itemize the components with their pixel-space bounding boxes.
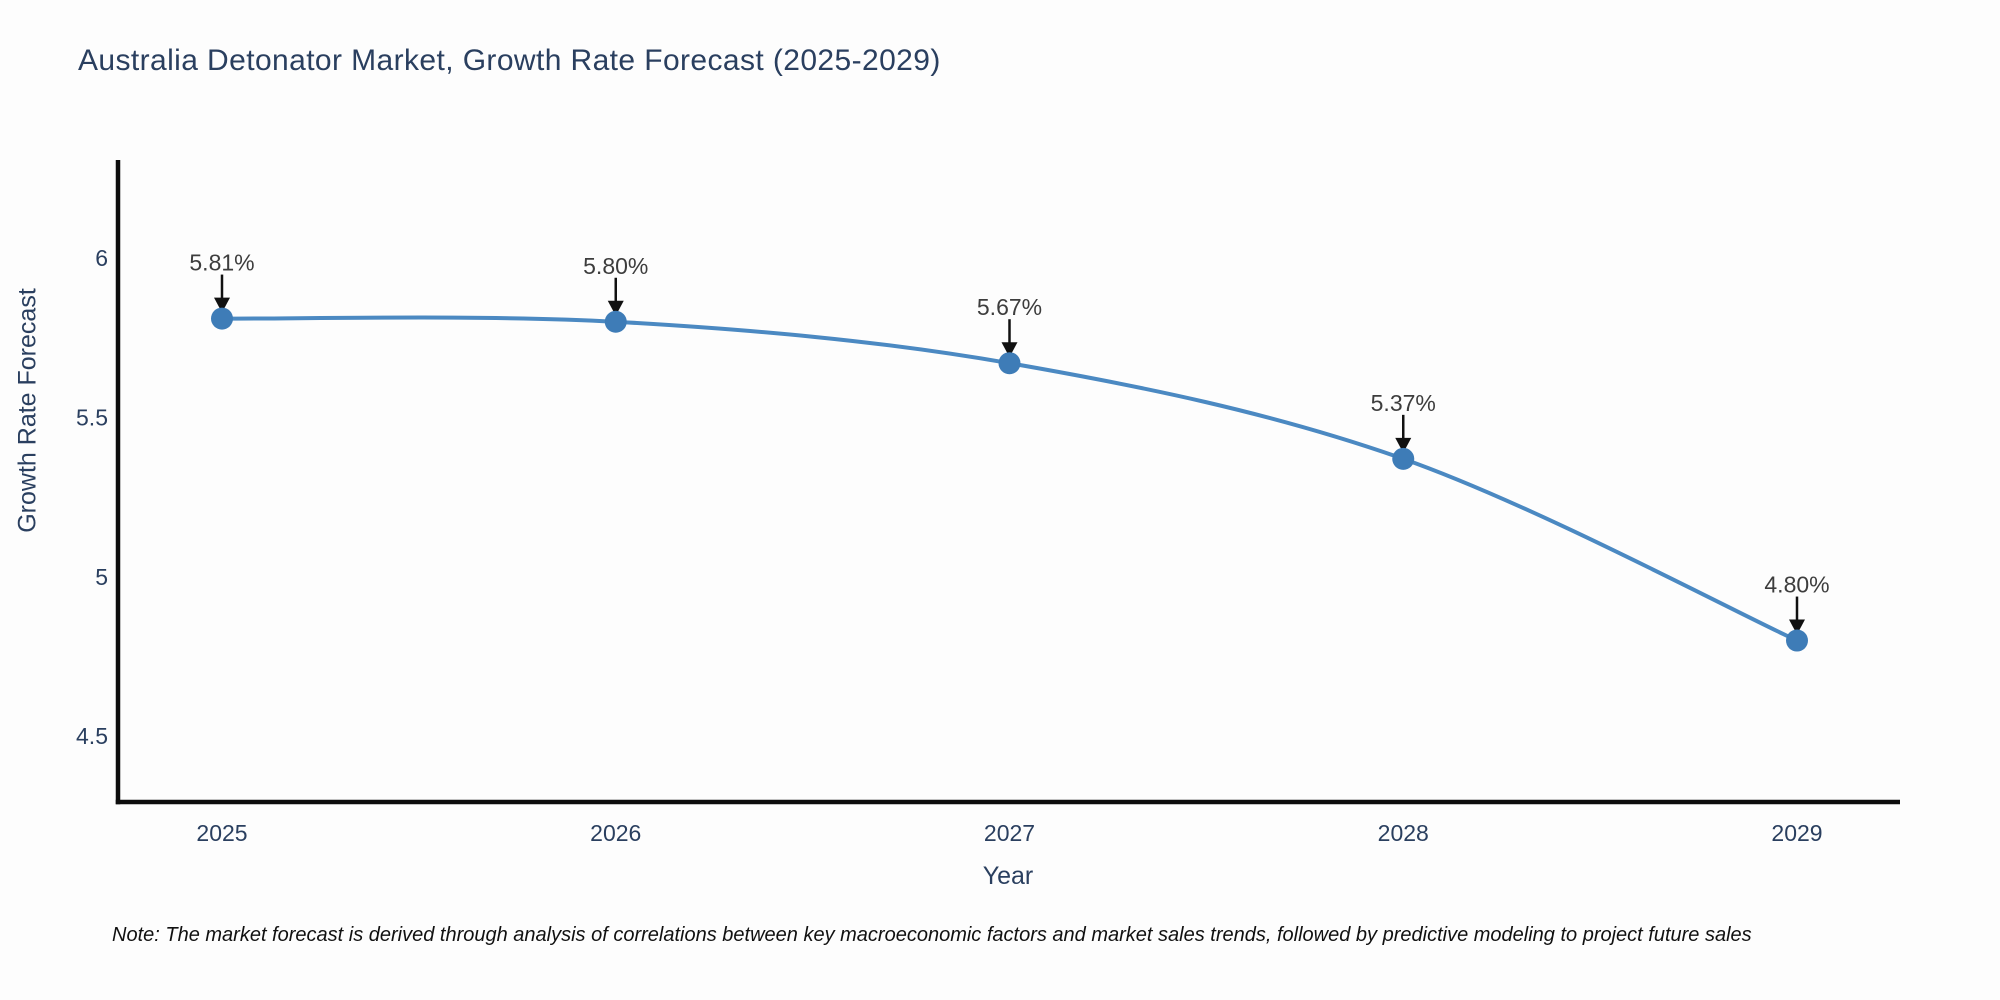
y-tick-label: 5: [95, 564, 108, 590]
x-tick-label: 2028: [1378, 820, 1429, 846]
data-point-marker: [998, 352, 1021, 375]
annotation-arrowhead: [1789, 619, 1805, 635]
data-point-marker: [211, 307, 233, 330]
chart-note: Note: The market forecast is derived thr…: [112, 924, 1752, 946]
y-tick-label: 4.5: [76, 723, 108, 749]
y-tick-label: 5.5: [76, 404, 108, 430]
x-axis-title: Year: [982, 862, 1034, 890]
x-tick-label: 2025: [196, 820, 247, 846]
annotation-arrowhead: [1001, 342, 1018, 358]
data-point-label: 5.80%: [583, 253, 648, 279]
annotation-arrowhead: [1395, 437, 1412, 453]
chart-title: Australia Detonator Market, Growth Rate …: [78, 44, 941, 77]
data-point-label: 5.67%: [977, 294, 1042, 320]
annotation-arrowhead: [214, 297, 230, 313]
data-point-marker: [604, 310, 627, 333]
x-tick-label: 2027: [984, 820, 1035, 846]
data-point-marker: [1786, 629, 1808, 652]
y-tick-label: 6: [95, 245, 108, 271]
annotation-arrowhead: [607, 300, 624, 316]
x-tick-label: 2029: [1771, 820, 1822, 846]
data-point-label: 5.81%: [189, 250, 254, 276]
y-axis-title: Growth Rate Forecast: [13, 288, 42, 533]
data-point-marker: [1392, 447, 1415, 470]
data-point-label: 4.80%: [1764, 572, 1829, 598]
x-tick-label: 2026: [590, 820, 641, 846]
data-point-label: 5.37%: [1371, 390, 1436, 416]
